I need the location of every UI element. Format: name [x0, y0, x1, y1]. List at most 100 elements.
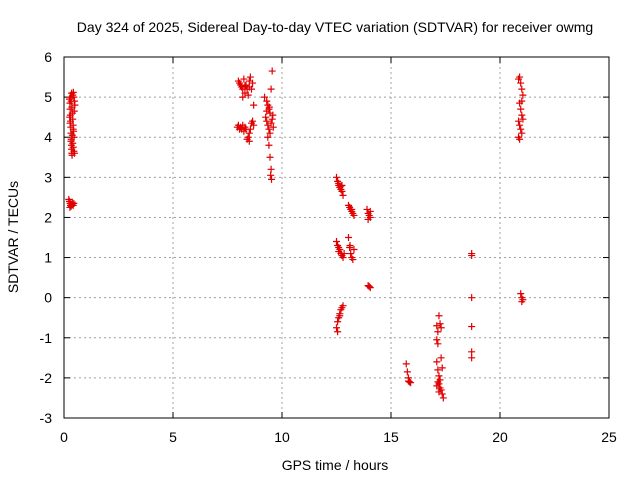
data-point — [241, 82, 249, 90]
axis-tick-labels: 0 5 10 15 20 25 -3 -2 -1 0 1 2 3 4 5 6 — [40, 49, 617, 445]
x-tick-label: 5 — [169, 429, 177, 445]
data-point — [250, 101, 258, 109]
data-point — [350, 246, 358, 254]
data-point — [68, 131, 76, 139]
data-point — [517, 105, 525, 113]
data-point — [336, 312, 344, 320]
data-point — [338, 187, 346, 195]
y-axis-label: SDTVAR / TECUs — [5, 181, 21, 293]
data-point — [344, 234, 352, 241]
data-point — [69, 125, 77, 133]
data-point — [347, 250, 355, 258]
data-point — [335, 248, 343, 256]
data-point — [70, 107, 78, 115]
data-point — [516, 73, 524, 81]
data-point — [267, 85, 275, 93]
data-point — [333, 238, 340, 246]
data-point — [66, 113, 74, 121]
data-point — [518, 97, 526, 105]
data-points — [65, 67, 527, 402]
data-point — [265, 103, 273, 111]
data-point — [67, 137, 75, 145]
data-point — [435, 372, 443, 380]
data-point — [66, 119, 74, 127]
data-point — [268, 115, 276, 123]
data-point — [402, 360, 410, 368]
y-tick-label: -2 — [40, 370, 53, 386]
plot-frame — [63, 56, 610, 419]
data-point — [263, 117, 271, 125]
data-point — [337, 182, 345, 190]
data-point — [434, 340, 442, 348]
x-tick-label: 15 — [383, 429, 399, 445]
data-point — [266, 129, 274, 137]
x-tick-label: 25 — [601, 429, 617, 445]
data-point — [437, 324, 445, 332]
y-tick-label: 1 — [44, 250, 52, 266]
data-point — [250, 121, 258, 129]
data-point — [249, 117, 257, 125]
data-point — [265, 141, 273, 149]
x-tick-label: 10 — [274, 429, 290, 445]
data-point — [468, 294, 476, 302]
data-point — [468, 323, 476, 331]
data-point — [66, 203, 74, 211]
data-point — [518, 85, 526, 93]
axis-ticks — [63, 56, 610, 419]
y-tick-label: -3 — [40, 410, 53, 426]
y-tick-label: -1 — [40, 330, 53, 346]
data-point — [519, 91, 527, 99]
x-tick-label: 20 — [492, 429, 508, 445]
data-point — [263, 107, 271, 115]
data-point — [403, 368, 411, 376]
data-point — [468, 252, 476, 260]
data-point — [350, 211, 358, 219]
data-point — [264, 133, 272, 141]
chart-title: Day 324 of 2025, Sidereal Day-to-day VTE… — [77, 19, 593, 35]
data-point — [339, 191, 347, 199]
data-point — [262, 113, 270, 121]
y-tick-label: 5 — [44, 89, 52, 105]
data-point — [518, 298, 526, 306]
data-point — [439, 394, 447, 402]
data-point — [246, 73, 254, 81]
data-point — [265, 125, 273, 133]
data-point — [518, 129, 526, 137]
data-point — [70, 149, 78, 157]
data-point — [434, 328, 442, 336]
data-point — [71, 101, 79, 109]
data-point — [468, 354, 476, 362]
data-point — [266, 153, 274, 161]
data-point — [269, 111, 277, 119]
data-point — [267, 119, 275, 127]
data-point — [519, 115, 527, 123]
data-point — [433, 358, 441, 366]
data-point — [333, 324, 340, 332]
data-point — [245, 129, 253, 137]
data-point — [247, 85, 255, 93]
data-point — [333, 173, 340, 181]
data-point — [433, 382, 441, 390]
data-point — [516, 121, 524, 129]
data-point — [240, 75, 248, 83]
data-point — [517, 79, 525, 87]
data-point — [339, 302, 347, 310]
data-point — [468, 348, 476, 356]
data-point — [433, 336, 441, 344]
data-point — [263, 97, 271, 105]
y-tick-label: 2 — [44, 209, 52, 225]
y-tick-label: 6 — [44, 49, 52, 65]
data-point — [365, 282, 373, 290]
data-point — [349, 256, 357, 264]
data-point — [334, 328, 342, 336]
data-point — [245, 77, 253, 85]
data-point — [517, 290, 525, 298]
data-point — [404, 377, 412, 385]
data-point — [364, 215, 372, 223]
data-point — [261, 93, 269, 101]
data-point — [68, 198, 76, 206]
data-point — [518, 111, 526, 119]
data-point — [517, 125, 525, 133]
x-axis-label: GPS time / hours — [282, 457, 389, 473]
data-point — [348, 205, 356, 213]
